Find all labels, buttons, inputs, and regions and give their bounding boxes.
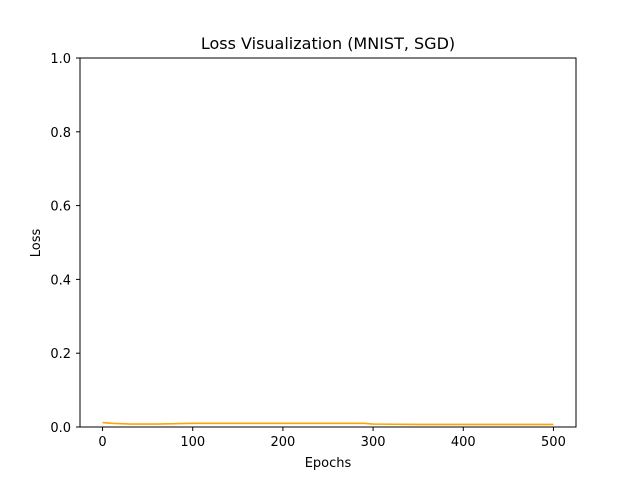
x-tick-label: 0 [98, 435, 106, 450]
x-tick-label: 100 [180, 435, 205, 450]
chart-title: Loss Visualization (MNIST, SGD) [201, 34, 455, 53]
x-tick-label: 200 [270, 435, 295, 450]
y-tick-label: 0.4 [50, 273, 71, 288]
y-tick-label: 0.2 [50, 347, 71, 362]
plot-area [79, 57, 577, 428]
x-tick-label: 300 [361, 435, 386, 450]
y-tick-label: 0.0 [50, 421, 71, 436]
x-tick-label: 500 [541, 435, 566, 450]
y-axis-label: Loss [29, 229, 44, 258]
x-tick-label: 400 [451, 435, 476, 450]
y-tick-label: 0.6 [50, 200, 71, 215]
plot-border [79, 57, 577, 428]
y-tick-label: 1.0 [50, 52, 71, 67]
x-axis: 0 100 200 300 400 500 [98, 427, 566, 450]
x-axis-label: Epochs [305, 456, 352, 471]
loss-series-line [102, 421, 554, 426]
y-axis: 0.0 0.2 0.4 0.6 0.8 1.0 [50, 52, 80, 436]
plot-frame [80, 58, 576, 427]
series-layer [102, 421, 554, 426]
y-tick-label: 0.8 [50, 126, 71, 141]
